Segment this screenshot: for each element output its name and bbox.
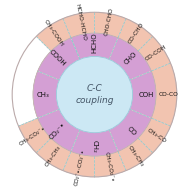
Text: CO₂⁻•: CO₂⁻• xyxy=(48,122,67,141)
Wedge shape xyxy=(138,118,170,153)
Text: CO₂⁻•-CO₂⁻•: CO₂⁻•-CO₂⁻• xyxy=(74,148,86,186)
Text: HCHO-HCHO: HCHO-HCHO xyxy=(74,3,86,41)
Wedge shape xyxy=(36,19,71,51)
Wedge shape xyxy=(109,109,151,151)
Wedge shape xyxy=(38,109,80,151)
Wedge shape xyxy=(36,138,71,171)
Wedge shape xyxy=(33,71,59,118)
Wedge shape xyxy=(130,71,156,118)
Text: CH₃-CH₃: CH₃-CH₃ xyxy=(127,145,144,168)
Wedge shape xyxy=(38,38,80,80)
Text: CH₃-COOH: CH₃-COOH xyxy=(43,19,64,47)
Wedge shape xyxy=(71,130,118,156)
Wedge shape xyxy=(109,38,151,80)
Wedge shape xyxy=(63,12,94,38)
Wedge shape xyxy=(19,118,51,153)
Text: COOH: COOH xyxy=(48,49,67,67)
Text: CO-CO: CO-CO xyxy=(159,92,178,97)
Text: CHO: CHO xyxy=(124,50,139,66)
Text: C-C
coupling: C-C coupling xyxy=(75,84,114,105)
Text: CH₃-CO₂⁻•: CH₃-CO₂⁻• xyxy=(104,152,114,183)
Wedge shape xyxy=(63,151,94,177)
Wedge shape xyxy=(118,19,153,51)
Text: CH₃-CO: CH₃-CO xyxy=(146,128,167,144)
Circle shape xyxy=(56,57,133,133)
Wedge shape xyxy=(71,33,118,59)
Wedge shape xyxy=(138,36,170,71)
Text: CO-CHO: CO-CHO xyxy=(127,22,144,44)
Text: CHO-CHO: CHO-CHO xyxy=(104,7,114,36)
Wedge shape xyxy=(118,138,153,171)
Text: COH: COH xyxy=(139,92,154,98)
Text: CO-COH: CO-COH xyxy=(145,45,168,62)
Text: CH₃-CO₂⁻•: CH₃-CO₂⁻• xyxy=(19,125,47,146)
Text: CH₃: CH₃ xyxy=(36,92,49,98)
Wedge shape xyxy=(151,63,177,126)
Text: CH₃-CH₃: CH₃-CH₃ xyxy=(45,145,62,168)
Text: CO: CO xyxy=(125,125,137,137)
Wedge shape xyxy=(94,151,126,177)
Text: CH₂: CH₂ xyxy=(91,140,98,153)
Wedge shape xyxy=(94,12,126,38)
Text: HCHO: HCHO xyxy=(91,33,98,53)
